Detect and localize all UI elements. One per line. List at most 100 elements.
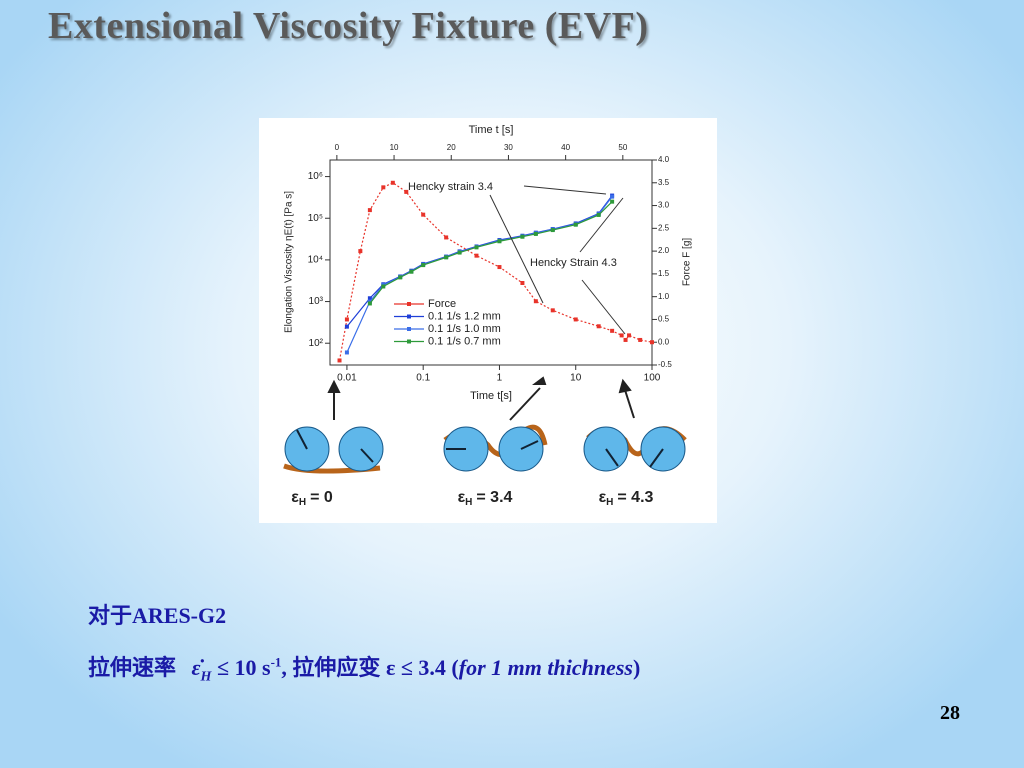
legend-marker	[407, 327, 411, 331]
data-point	[550, 308, 555, 313]
data-point	[497, 239, 502, 244]
subscript: H	[465, 497, 472, 508]
text: , 拉伸应变	[281, 655, 381, 680]
data-point	[573, 317, 578, 322]
data-point	[381, 284, 386, 289]
page-number: 28	[940, 702, 960, 724]
body-line: 拉伸速率 ε̇H ≤ 10 s-1, 拉伸应变 ε ≤ 3.4 (for 1 m…	[88, 650, 640, 685]
data-point	[573, 222, 578, 227]
x2-tick-label: 30	[504, 143, 513, 152]
value: = 0	[310, 489, 333, 506]
y2-tick-label: 1.0	[658, 292, 670, 301]
body-line: 对于ARES-G2	[88, 603, 227, 628]
data-point	[457, 250, 462, 255]
strain-label: εH = 4.3	[599, 489, 654, 507]
x2-axis-title: Time t [s]	[469, 124, 514, 136]
x2-tick-label: 20	[447, 143, 456, 152]
strain-label: εH = 0	[291, 489, 333, 507]
value: = 3.4	[476, 489, 512, 506]
annotation: Hencky strain 3.4	[408, 181, 493, 193]
data-point	[390, 180, 395, 185]
data-point	[367, 301, 372, 306]
math: for 1 mm thichness	[458, 655, 633, 680]
x2-tick-label: 40	[561, 143, 570, 152]
data-point	[474, 253, 479, 258]
data-point	[344, 317, 349, 322]
data-point	[610, 328, 615, 333]
y2-tick-label: 3.0	[658, 201, 670, 210]
annotation-arrow	[523, 185, 607, 195]
data-point	[367, 208, 372, 213]
y-tick-label: 10⁵	[308, 213, 323, 224]
data-point	[444, 255, 449, 260]
y2-tick-label: 1.5	[658, 269, 670, 278]
y2-tick-label: 2.5	[658, 223, 670, 232]
pointer-arrows	[327, 376, 635, 421]
data-point	[421, 212, 426, 217]
symbol: ε	[599, 489, 607, 506]
y-tick-label: 10³	[309, 296, 324, 307]
data-point	[398, 275, 403, 280]
annotation-arrow	[581, 279, 626, 335]
subscript: H	[299, 497, 306, 508]
y-tick-label: 10⁴	[308, 255, 323, 266]
x-tick-label: 100	[644, 373, 661, 384]
data-point	[404, 189, 409, 194]
y2-tick-label: 0.0	[658, 337, 670, 346]
plot-frame	[329, 159, 653, 366]
symbol: ε	[458, 489, 466, 506]
y2-tick-label: 2.0	[658, 246, 670, 255]
data-point	[627, 333, 632, 338]
x-tick-label: 10	[570, 373, 582, 384]
legend-label: Force	[428, 298, 456, 310]
x-tick-label: 0.01	[337, 373, 357, 384]
legend-marker	[407, 314, 411, 319]
strain-label: εH = 3.4	[458, 489, 513, 507]
y-tick-label: 10²	[309, 338, 324, 349]
legend-label: 0.1 1/s 1.0 mm	[428, 323, 501, 335]
data-point	[409, 269, 414, 274]
data-point	[381, 185, 386, 190]
data-point	[619, 333, 624, 338]
annotation-arrow	[579, 197, 624, 253]
text: ≤ 10 s	[216, 655, 271, 680]
annotation: Hencky Strain 4.3	[530, 257, 617, 269]
data-point	[344, 324, 349, 329]
data-point	[367, 296, 372, 301]
legend-label: 0.1 1/s 0.7 mm	[428, 335, 501, 347]
data-point	[610, 194, 615, 199]
data-point	[610, 199, 615, 204]
legend-marker	[407, 302, 411, 306]
data-point	[520, 281, 525, 285]
subscript: H	[606, 497, 613, 508]
x2-tick-label: 0	[335, 143, 340, 152]
legend-label: 0.1 1/s 1.2 mm	[428, 310, 501, 322]
data-point	[533, 299, 538, 304]
text: 拉伸速率	[88, 655, 177, 680]
x-tick-label: 0.1	[416, 373, 430, 384]
data-point	[474, 245, 479, 250]
y2-axis-title: Force F [g]	[682, 238, 693, 287]
x2-tick-label: 50	[618, 143, 627, 152]
data-point	[596, 324, 601, 329]
data-point	[497, 265, 502, 270]
y2-tick-label: -0.5	[658, 360, 672, 369]
data-point	[444, 235, 449, 240]
x2-tick-label: 10	[390, 143, 399, 152]
y2-tick-label: 0.5	[658, 315, 670, 324]
y2-tick-label: 3.5	[658, 178, 670, 187]
legend-marker	[407, 339, 411, 344]
math: ε ≤ 3.4 (	[385, 655, 459, 680]
data-point	[421, 263, 426, 268]
data-point	[623, 337, 628, 342]
slide-title: Extensional Viscosity Fixture (EVF)	[48, 5, 649, 47]
data-point	[596, 212, 601, 217]
value: = 4.3	[617, 489, 653, 506]
y-axis-title: Elongation Viscosity ηE(t) [Pa s]	[284, 191, 295, 333]
y2-tick-label: 4.0	[658, 155, 670, 164]
annotation-arrow	[489, 194, 544, 304]
math: )	[632, 655, 641, 680]
x-axis-title: Time t[s]	[470, 390, 512, 402]
